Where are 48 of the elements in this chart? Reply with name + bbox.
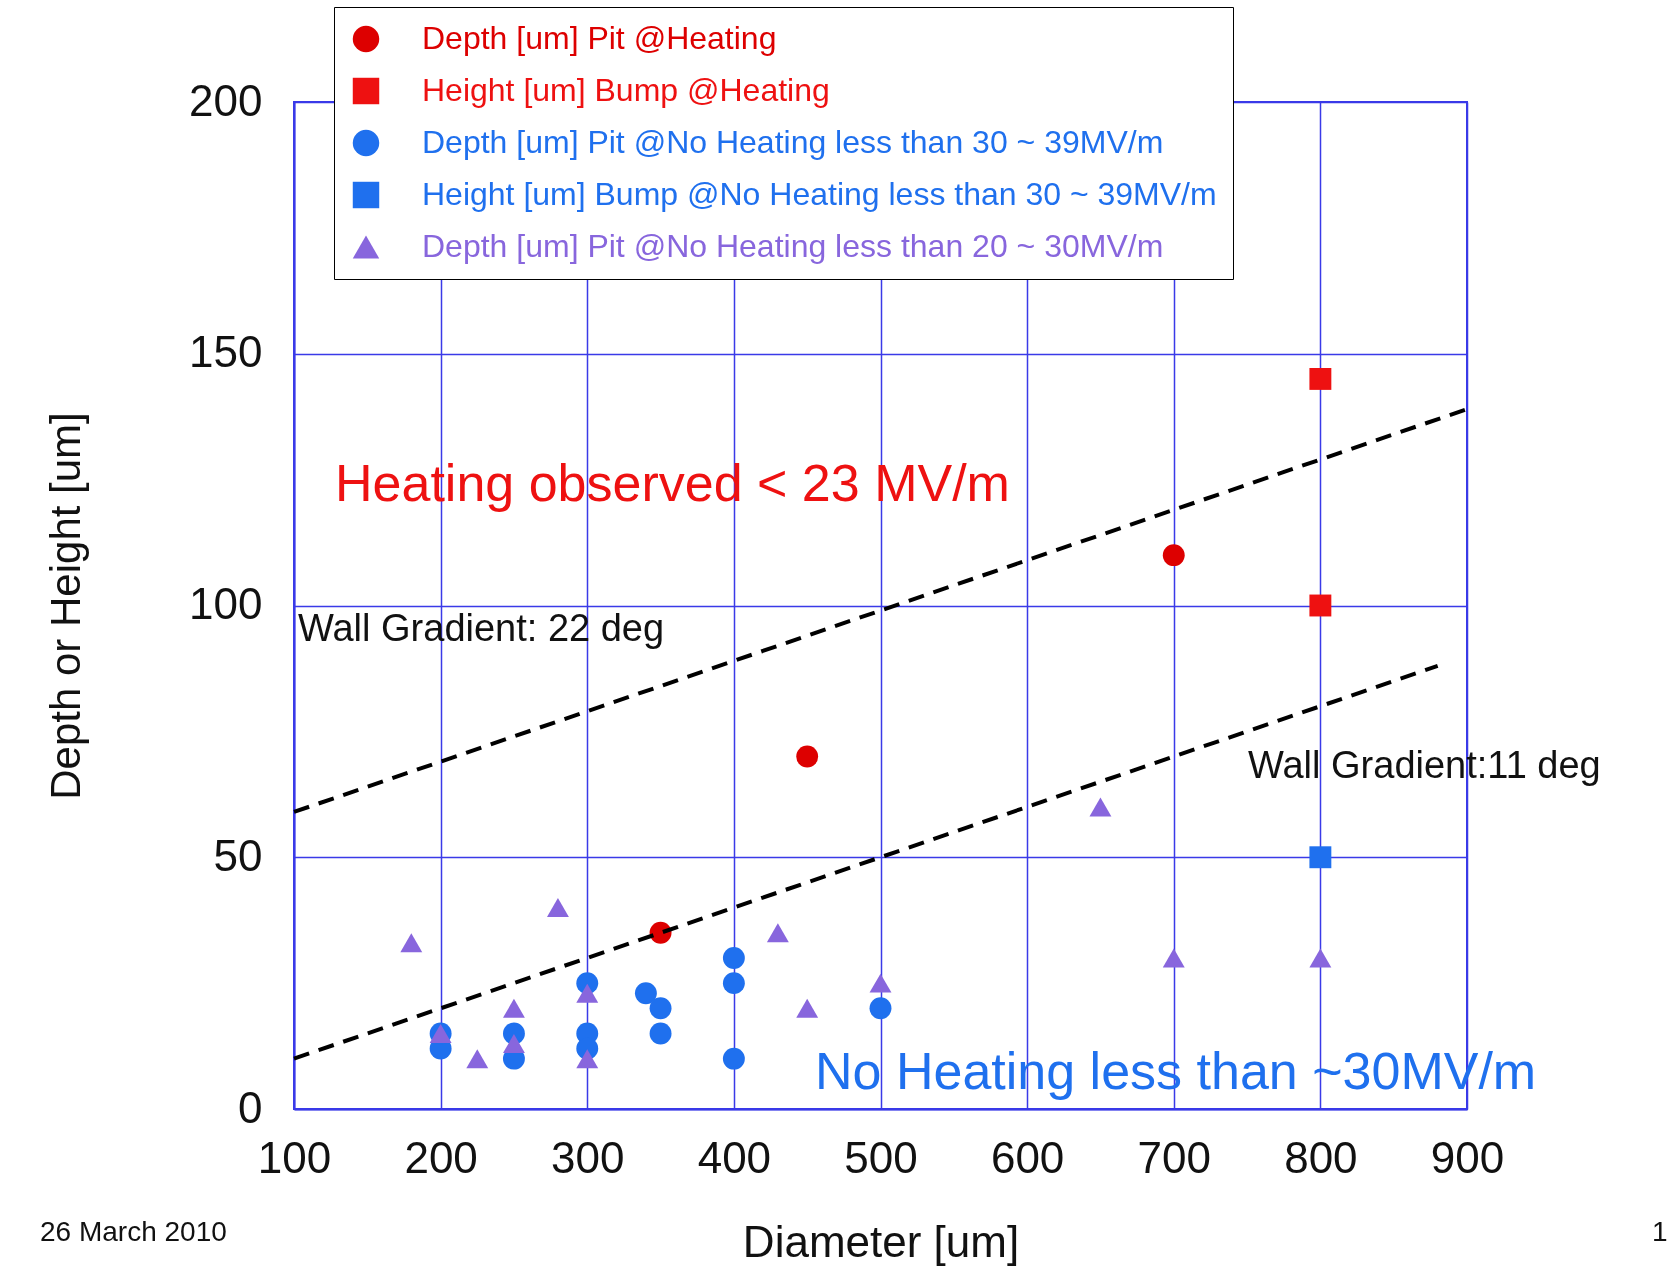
x-axis-title: Diameter [um]: [742, 1216, 1020, 1266]
point: [1309, 367, 1332, 390]
point: [502, 1034, 525, 1054]
x-tick-label: 800: [1284, 1132, 1358, 1182]
point: [649, 997, 672, 1020]
point: [1162, 544, 1185, 567]
y-tick-label: 0: [238, 1082, 263, 1132]
point: [1162, 948, 1185, 968]
x-tick-label: 300: [551, 1132, 625, 1182]
y-axis-title: Depth or Height [um]: [42, 412, 90, 800]
point: [796, 745, 819, 768]
point: [576, 983, 599, 1003]
point: [466, 1049, 489, 1069]
x-tick-label: 400: [697, 1132, 772, 1182]
x-tick-label: 100: [257, 1132, 332, 1182]
y-tick-label: 200: [189, 75, 263, 125]
point: [400, 933, 423, 953]
point: [546, 898, 569, 918]
legend-label: Height [um] Bump @No Heating less than 30 ~ 39MV/m: [422, 176, 1217, 212]
x-tick-label: 500: [844, 1132, 918, 1182]
point: [634, 982, 657, 1005]
x-tick-label: 900: [1430, 1132, 1505, 1182]
point: [576, 1049, 599, 1069]
point: [649, 1022, 672, 1045]
y-tick-label: 50: [213, 830, 263, 880]
point: [722, 947, 745, 969]
point: [796, 998, 819, 1018]
legend-label: Height [um] Bump @Heating: [422, 72, 830, 108]
point: [722, 972, 745, 995]
point: [766, 923, 789, 943]
text: 26 March 2010: [40, 1216, 227, 1247]
legend-label: Depth [um] Pit @Heating: [422, 20, 777, 56]
y-tick-label: 100: [189, 579, 263, 628]
x-tick-label: 700: [1137, 1132, 1211, 1182]
point: [1309, 948, 1332, 968]
point: [869, 997, 892, 1020]
text: 1: [1652, 1216, 1668, 1247]
point: [722, 1047, 745, 1070]
x-tick-label: 200: [404, 1132, 478, 1182]
point: [1309, 594, 1332, 617]
point: [1309, 846, 1332, 869]
legend-label: Depth [um] Pit @No Heating less than 20 ~ 30MV/m: [422, 228, 1164, 264]
y-tick-label: 150: [189, 327, 263, 377]
legend-label: Depth [um] Pit @No Heating less than 30 ~ 39MV/m: [422, 124, 1164, 160]
point: [1089, 797, 1112, 817]
point: [502, 998, 525, 1018]
point: [869, 973, 892, 993]
x-tick-label: 600: [990, 1132, 1065, 1182]
